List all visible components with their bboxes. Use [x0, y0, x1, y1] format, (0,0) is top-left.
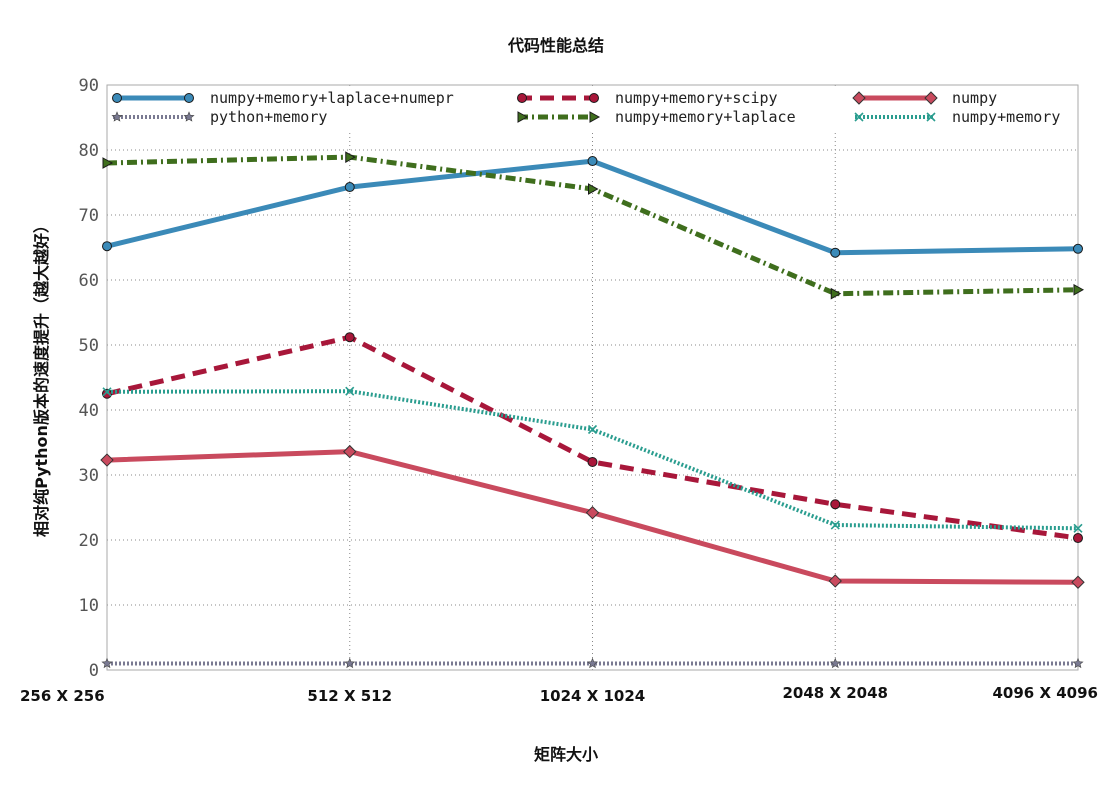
data-point [102, 157, 114, 169]
x-tick-label: 2048 X 2048 [782, 684, 888, 702]
data-point [1073, 523, 1083, 533]
data-point [586, 657, 599, 669]
legend-marker [926, 112, 936, 122]
data-point [830, 287, 842, 300]
x-axis-ticks: 256 X 256 512 X 512 1024 X 1024 2048 X 2048… [20, 684, 1098, 705]
data-point [830, 247, 841, 258]
data-point [588, 183, 599, 195]
data-point [343, 444, 357, 459]
series-line [106, 158, 1079, 256]
legend-marker [183, 111, 195, 122]
data-point [344, 182, 355, 193]
data-point [1072, 657, 1084, 669]
legend-marker [517, 93, 527, 103]
data-point [344, 657, 356, 669]
legend-marker [589, 111, 601, 123]
data-point [828, 574, 842, 588]
series-2 [100, 444, 1085, 589]
legend-label: python+memory [210, 108, 327, 126]
data-point [344, 332, 355, 343]
y-tick-label: 80 [79, 141, 99, 161]
data-point [829, 657, 841, 669]
y-axis-label: 相对纯Python版本的速度提升（越大越好） [32, 217, 51, 537]
series-3 [101, 657, 1084, 669]
x-tick-label: 512 X 512 [307, 687, 392, 705]
y-tick-label: 70 [79, 206, 99, 226]
legend-marker [111, 111, 123, 122]
data-point [830, 499, 841, 510]
y-tick-label: 30 [79, 466, 99, 486]
data-point [100, 453, 114, 467]
data-point [587, 424, 598, 435]
y-tick-label: 10 [79, 596, 99, 616]
x-tick-label: 256 X 256 [20, 687, 105, 705]
x-axis-label: 矩阵大小 [534, 745, 598, 764]
data-point [1073, 283, 1085, 296]
series-5 [102, 386, 1083, 533]
y-tick-label: 60 [79, 271, 99, 291]
data-point [1073, 533, 1083, 544]
data-point [587, 156, 598, 167]
y-tick-label: 20 [79, 531, 99, 551]
data-point [585, 505, 600, 520]
data-point [102, 387, 112, 397]
legend: numpy+memory+laplace+numepr numpy+memory+… [108, 86, 1077, 132]
legend-label: numpy+memory [952, 108, 1060, 126]
legend-marker [184, 93, 194, 103]
x-tick-label: 4096 X 4096 [992, 684, 1098, 702]
data-point [102, 241, 112, 252]
series-line [106, 334, 1079, 541]
legend-marker [852, 91, 866, 105]
series-layer [100, 151, 1085, 669]
data-point [587, 457, 598, 467]
y-tick-label: 90 [79, 76, 99, 96]
y-tick-label: 0 [89, 661, 99, 681]
series-0 [102, 156, 1083, 258]
legend-marker [589, 93, 599, 103]
y-tick-label: 40 [79, 401, 99, 421]
legend-label: numpy [952, 89, 997, 107]
data-point [345, 151, 356, 163]
chart-title: 代码性能总结 [507, 36, 604, 55]
legend-marker [924, 91, 938, 105]
data-point [1073, 243, 1083, 254]
data-point [345, 386, 355, 396]
legend-label: numpy+memory+laplace+numepr [210, 89, 454, 107]
legend-marker [112, 93, 122, 103]
data-point [101, 657, 113, 669]
legend-label: numpy+memory+laplace [615, 108, 796, 126]
legend-label: numpy+memory+scipy [615, 89, 778, 107]
legend-marker [854, 112, 864, 122]
series-1 [102, 332, 1083, 544]
legend-marker [517, 111, 529, 123]
data-point [1071, 575, 1085, 589]
y-tick-label: 50 [79, 336, 99, 356]
y-axis-ticks: 0 10 20 30 40 50 60 70 80 90 [79, 76, 99, 681]
plot-frame [106, 84, 1079, 671]
series-4 [102, 151, 1085, 300]
x-tick-label: 1024 X 1024 [540, 687, 646, 705]
data-point [830, 520, 840, 530]
